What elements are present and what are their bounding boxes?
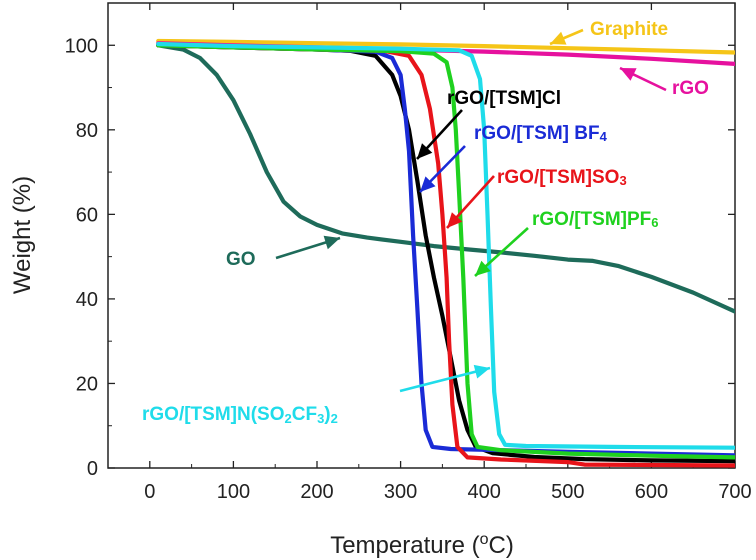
label-tfsi-s1: 2 — [285, 411, 292, 426]
series-line-2 — [156, 43, 735, 314]
arrow-graphite-head — [550, 31, 567, 45]
arrow-tsm-bf4-head — [420, 176, 436, 192]
label-rgo: rGO — [672, 78, 709, 99]
y-tick-label: 20 — [76, 373, 98, 395]
x-axis-title: Temperature (oC) — [330, 531, 514, 559]
label-tfsi-c: ) — [324, 404, 330, 425]
series-line-6 — [156, 43, 735, 460]
label-tsm-so3-sub: 3 — [619, 173, 626, 188]
label-tfsi-s3: 2 — [331, 411, 338, 426]
label-tsm-tfsi: rGO/[TSM]N(SO2CF3)2 — [142, 404, 338, 426]
y-tick-label: 60 — [76, 204, 98, 226]
label-tsm-bf4-sub: 4 — [600, 129, 608, 144]
label-tsm-so3-main: rGO/[TSM]SO — [497, 167, 619, 188]
y-tick-label: 0 — [87, 458, 98, 480]
label-tsm-pf6-main: rGO/[TSM]PF — [532, 209, 651, 230]
label-tsm-pf6-sub: 6 — [651, 215, 658, 230]
y-tick-label: 100 — [65, 35, 98, 57]
x-tick-label: 400 — [468, 481, 501, 503]
annotation-arrows — [275, 28, 667, 393]
label-tsm-pf6: rGO/[TSM]PF6 — [532, 209, 659, 230]
x-tick-label: 700 — [718, 481, 751, 503]
arrow-rgo-head — [620, 68, 637, 81]
label-graphite: Graphite — [590, 19, 668, 40]
y-tick-label: 80 — [76, 120, 98, 142]
x-tick-label: 0 — [144, 481, 155, 503]
label-tfsi-s2: 3 — [317, 411, 324, 426]
series-layer — [156, 38, 735, 468]
arrow-tsm-tfsi — [399, 366, 491, 393]
label-go: GO — [226, 249, 256, 270]
plot-frame — [107, 2, 736, 469]
arrow-tsm-so3-head — [447, 212, 463, 228]
x-tick-label: 300 — [384, 481, 417, 503]
label-tfsi-a: rGO/[TSM]N(SO — [142, 404, 285, 425]
y-tick-label: 40 — [76, 289, 98, 311]
arrow-tsm-tfsi-head — [473, 364, 490, 379]
arrow-go-head — [323, 235, 340, 250]
series-line-0 — [156, 38, 735, 55]
axes: 0 100 200 300 400 500 600 700 0 20 40 60 80 100 — [65, 2, 752, 503]
label-tsm-cl: rGO/[TSM]Cl — [447, 88, 561, 109]
x-tick-label: 200 — [300, 481, 333, 503]
label-tfsi-b: CF — [292, 404, 317, 425]
x-tick-label: 100 — [217, 481, 250, 503]
series-line-7 — [156, 41, 735, 450]
label-tsm-bf4-main: rGO/[TSM] BF — [474, 123, 600, 144]
label-tsm-so3: rGO/[TSM]SO3 — [497, 167, 627, 188]
arrow-tsm-pf6-head — [475, 260, 491, 276]
x-tick-label: 500 — [551, 481, 584, 503]
y-axis-title: Weight (%) — [9, 176, 36, 294]
label-tsm-bf4: rGO/[TSM] BF4 — [474, 123, 608, 144]
x-tick-label: 600 — [635, 481, 668, 503]
arrow-tsm-cl-head — [417, 143, 433, 159]
